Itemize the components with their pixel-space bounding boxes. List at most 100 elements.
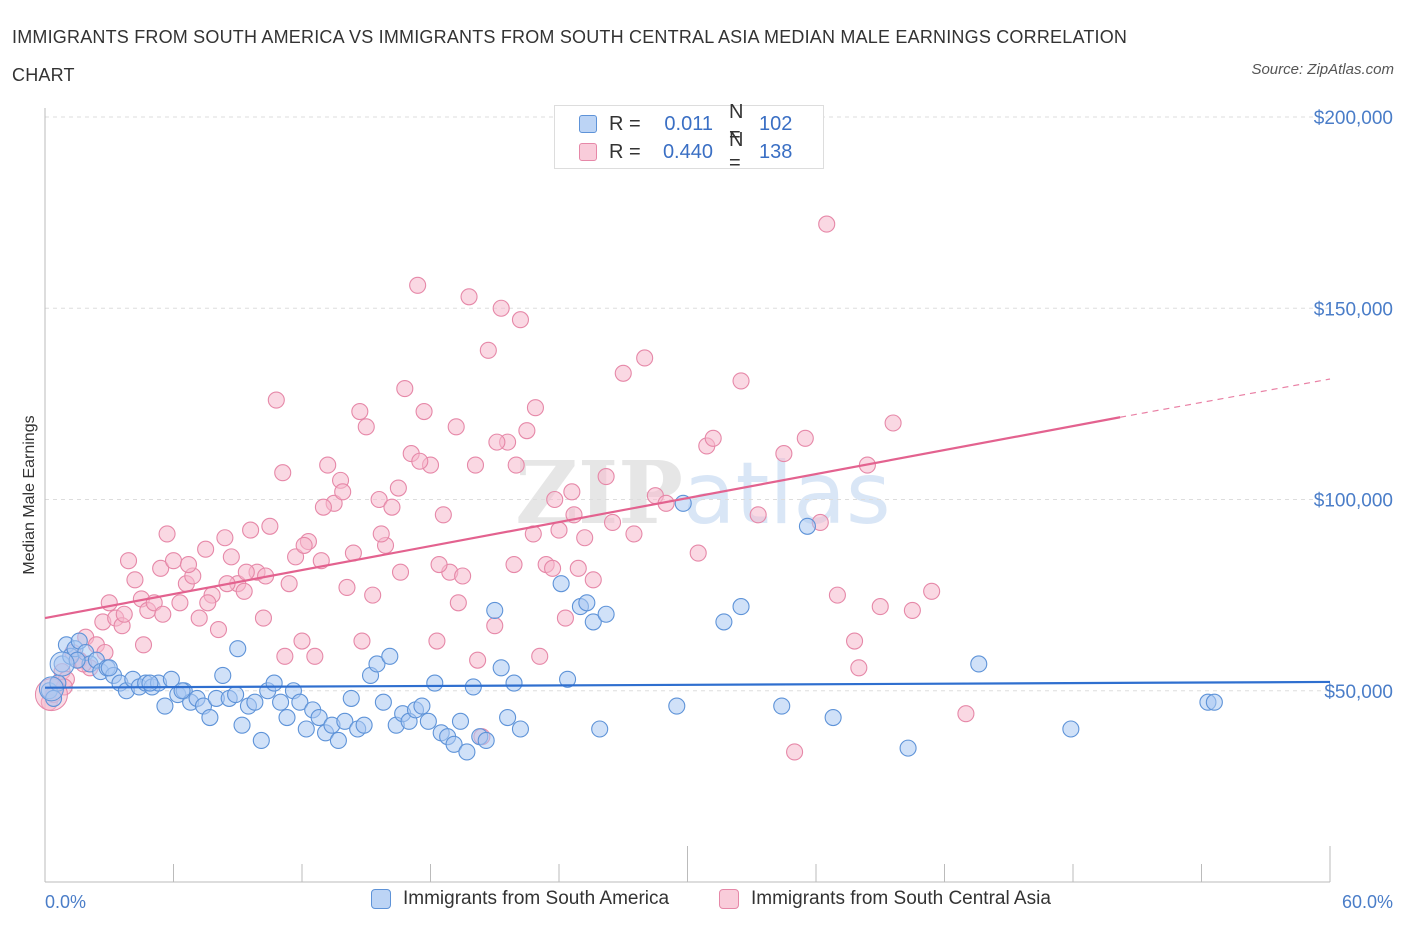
point-south-central-asia — [383, 498, 401, 516]
y-tick-label: $50,000 — [1324, 682, 1393, 703]
y-tick-label: $200,000 — [1314, 108, 1393, 129]
point-south-central-asia — [154, 605, 172, 623]
chart-title: IMMIGRANTS FROM SOUTH AMERICA VS IMMIGRA… — [12, 27, 1128, 85]
point-south-central-asia — [351, 402, 369, 421]
point-south-central-asia — [338, 578, 356, 597]
point-south-america — [499, 708, 517, 727]
point-south-america — [100, 659, 118, 677]
trend-line-south-central-asia — [44, 416, 1121, 620]
point-south-central-asia — [274, 464, 292, 482]
legend-r-value: 0.011 — [664, 112, 713, 135]
point-south-central-asia — [526, 399, 544, 417]
point-south-america — [156, 697, 174, 715]
point-south-central-asia — [411, 452, 429, 470]
point-south-america — [464, 678, 482, 696]
point-south-central-asia — [511, 311, 530, 329]
point-south-central-asia — [625, 525, 643, 543]
bottom-legend-south-central-asia[interactable]: Immigrants from South Central Asia — [719, 888, 1051, 910]
point-south-america — [511, 720, 530, 738]
trend-line-south-central-asia-extension — [1120, 378, 1331, 418]
point-south-america — [201, 708, 219, 727]
point-south-america — [374, 693, 392, 711]
point-south-america — [578, 594, 596, 612]
point-south-central-asia — [732, 372, 750, 390]
point-south-america — [505, 674, 523, 692]
point-south-central-asia — [546, 490, 564, 509]
point-south-central-asia — [505, 555, 523, 574]
point-south-central-asia — [261, 517, 279, 535]
point-south-central-asia — [179, 555, 198, 574]
point-south-america — [413, 697, 431, 715]
y-tick-label: $150,000 — [1314, 299, 1393, 320]
point-south-central-asia — [164, 552, 183, 570]
point-south-america — [297, 720, 315, 738]
point-south-central-asia — [409, 276, 427, 294]
point-south-central-asia — [254, 609, 273, 627]
point-south-america — [310, 708, 328, 727]
point-south-central-asia — [353, 632, 371, 650]
point-south-america — [278, 708, 296, 727]
point-south-america — [824, 708, 842, 727]
point-south-central-asia — [845, 632, 864, 650]
point-south-central-asia — [507, 456, 525, 474]
point-south-america — [1062, 720, 1080, 738]
point-south-central-asia — [466, 456, 485, 474]
series-south-central-asia-points — [34, 215, 975, 761]
x-tick-label-min: 0.0% — [45, 892, 86, 912]
point-south-central-asia — [334, 483, 352, 501]
point-south-america — [773, 697, 791, 715]
point-south-central-asia — [518, 422, 536, 440]
point-south-central-asia — [434, 506, 452, 524]
trend-lines — [44, 378, 1331, 689]
bottom-legend: Immigrants from South America Immigrants… — [0, 888, 1406, 918]
point-south-central-asia — [488, 433, 506, 451]
point-south-central-asia — [190, 609, 208, 627]
point-south-america — [381, 647, 399, 665]
point-south-america — [272, 693, 290, 711]
point-south-central-asia — [828, 586, 846, 604]
bottom-legend-swatch-pink — [719, 889, 739, 909]
legend-n-label: N = — [729, 101, 744, 146]
point-south-central-asia — [460, 288, 478, 306]
point-south-central-asia — [569, 559, 587, 577]
point-south-central-asia — [314, 498, 332, 516]
point-south-america — [798, 517, 816, 535]
point-south-central-asia — [544, 559, 562, 577]
point-south-america — [368, 655, 386, 673]
point-south-central-asia — [389, 479, 407, 497]
point-south-central-asia — [357, 418, 375, 436]
point-south-america — [445, 735, 463, 753]
point-south-central-asia — [293, 632, 311, 650]
point-south-america — [899, 739, 917, 757]
point-south-america — [141, 674, 159, 692]
point-south-central-asia — [235, 582, 253, 600]
point-south-central-asia — [319, 456, 337, 474]
point-south-central-asia — [689, 544, 707, 562]
point-south-america — [732, 598, 750, 616]
point-south-central-asia — [786, 743, 804, 761]
bottom-legend-south-america[interactable]: Immigrants from South America — [371, 888, 669, 910]
point-south-central-asia — [454, 567, 472, 585]
legend-r-value: 0.440 — [662, 140, 713, 163]
point-south-central-asia — [923, 582, 941, 600]
point-south-central-asia — [115, 605, 133, 623]
point-south-central-asia — [209, 620, 228, 639]
legend: R = 0.011 N = 102 R = 0.440 N = 138 — [554, 101, 824, 174]
legend-row-south-america: R = 0.011 N = 102 — [579, 101, 792, 146]
point-south-america — [227, 686, 245, 704]
point-south-central-asia — [447, 418, 465, 436]
point-south-central-asia — [531, 647, 549, 665]
point-south-america — [355, 716, 373, 734]
point-south-central-asia — [428, 632, 446, 650]
point-south-central-asia — [469, 651, 487, 669]
point-south-central-asia — [479, 341, 497, 359]
point-south-america — [252, 731, 270, 750]
legend-swatch-pink — [579, 143, 597, 161]
point-south-america — [451, 712, 470, 730]
point-south-central-asia — [372, 525, 390, 543]
point-south-central-asia — [295, 536, 313, 554]
point-south-central-asia — [126, 571, 144, 589]
point-south-central-asia — [576, 529, 594, 547]
point-south-central-asia — [486, 617, 504, 635]
legend-r-label: R = — [609, 112, 641, 135]
